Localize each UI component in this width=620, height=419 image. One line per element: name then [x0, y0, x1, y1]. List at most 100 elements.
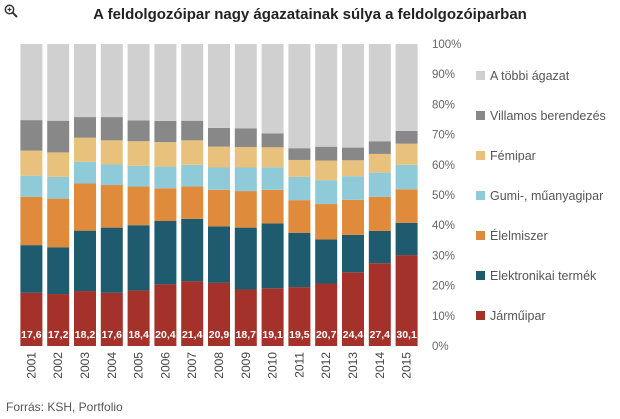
bar-segment — [181, 140, 204, 165]
bar-segment — [315, 283, 338, 346]
data-label: 17,6 — [102, 329, 123, 341]
bar-segment — [234, 227, 257, 290]
bar-segment — [288, 148, 311, 160]
legend-swatch — [476, 271, 485, 280]
legend-label: Elektronikai termék — [490, 269, 597, 283]
bar-segment — [368, 153, 391, 173]
bar-segment — [395, 189, 418, 223]
bar-segment — [261, 44, 284, 134]
legend: A többi ágazat Villamos berendezés Fémipar… — [476, 69, 606, 323]
data-label: 30,1 — [396, 329, 417, 341]
y-tick-label: 20% — [432, 281, 455, 293]
bar-segment — [208, 226, 230, 283]
legend-label: Fémipar — [490, 149, 536, 163]
bar-segment — [74, 183, 96, 231]
bar-segment — [342, 199, 364, 235]
bar-segment — [127, 290, 150, 346]
bar-segment — [127, 141, 150, 166]
legend-swatch — [476, 231, 485, 240]
data-label: 17,6 — [21, 329, 42, 341]
x-tick-label: 2010 — [266, 352, 280, 379]
bar-segment — [47, 247, 70, 295]
x-tick-label: 2004 — [105, 352, 119, 379]
bar-segment — [368, 141, 391, 154]
bar-segment — [288, 287, 311, 346]
bar-segment — [315, 146, 338, 161]
x-tick-label: 2014 — [373, 352, 387, 379]
bar-segment — [74, 117, 96, 138]
bar-segment — [181, 120, 204, 141]
bar-segment — [47, 198, 70, 248]
x-tick-label: 2013 — [346, 352, 360, 379]
bar-segment — [234, 191, 257, 228]
bar-segment — [315, 180, 338, 205]
y-tick-label: 100% — [432, 39, 461, 51]
x-tick-label: 2001 — [24, 352, 38, 379]
bar-segment — [154, 121, 177, 143]
y-tick-label: 70% — [432, 130, 455, 142]
bar-segment — [181, 164, 204, 187]
x-tick-label: 2003 — [78, 352, 92, 379]
bar-segment — [74, 230, 96, 292]
bar-segment — [395, 143, 418, 165]
data-label: 20,4 — [155, 329, 176, 341]
bar-segment — [208, 167, 230, 190]
bar-segment — [261, 147, 284, 168]
bar-segment — [288, 44, 311, 149]
bar-segment — [234, 44, 257, 129]
data-label: 18,2 — [75, 329, 96, 341]
bar-segment — [395, 164, 418, 190]
bar-segment — [20, 120, 43, 151]
x-tick-label: 2005 — [132, 352, 146, 379]
bar-segment — [261, 288, 284, 346]
bar-segment — [261, 167, 284, 190]
bar-segment — [288, 176, 311, 201]
data-label: 21,4 — [182, 329, 203, 341]
bar-segment — [342, 147, 364, 161]
bar-segment — [342, 234, 364, 273]
data-label: 18,4 — [128, 329, 149, 341]
bar-segment — [100, 140, 123, 165]
y-axis: 0% 10% 20% 30% 40% 50% 60% 70% 80% 90% 100% — [432, 39, 461, 353]
bar-segment — [47, 152, 70, 177]
bar-segment — [20, 44, 43, 121]
legend-label: Járműipar — [490, 309, 546, 323]
bar-segment — [100, 185, 123, 228]
bar-segment — [100, 292, 123, 346]
x-tick-label: 2015 — [400, 352, 414, 379]
legend-swatch — [476, 151, 485, 160]
bar-segment — [154, 166, 177, 189]
bar-segment — [288, 159, 311, 177]
source-note: Forrás: KSH, Portfolio — [6, 400, 123, 414]
bar-segment — [74, 44, 96, 118]
bar-segment — [368, 172, 391, 197]
bar-segment — [181, 44, 204, 121]
bar-segment — [288, 200, 311, 233]
bar-segment — [315, 44, 338, 147]
y-tick-label: 40% — [432, 220, 455, 232]
bar-area: 17,6 17,2 18,2 17,6 18,4 20,4 21,4 20,9 18,7 19,1… — [20, 44, 418, 346]
bar-segment — [20, 292, 43, 346]
data-label: 18,7 — [236, 329, 257, 341]
x-tick-label: 2008 — [212, 352, 226, 379]
bar-segment — [74, 161, 96, 184]
x-tick-label: 2006 — [158, 352, 172, 379]
x-tick-label: 2011 — [292, 352, 306, 378]
y-tick-label: 80% — [432, 99, 455, 111]
y-tick-label: 60% — [432, 160, 455, 172]
legend-label: Gumi-, műanyagipar — [490, 189, 603, 203]
bar-segment — [74, 137, 96, 162]
x-axis: 2001 2002 2003 2004 2005 2006 2007 2008 2009 2010… — [24, 352, 413, 379]
bar-segment — [368, 230, 391, 264]
bar-segment — [20, 196, 43, 246]
bar-segment — [127, 225, 150, 291]
bar-segment — [47, 120, 70, 153]
bar-segment — [261, 133, 284, 148]
bar-segment — [395, 222, 418, 256]
x-tick-label: 2012 — [319, 352, 333, 379]
bar-segment — [234, 289, 257, 346]
bar-segment — [127, 165, 150, 187]
bar-segment — [208, 127, 230, 147]
bar-segment — [208, 146, 230, 168]
